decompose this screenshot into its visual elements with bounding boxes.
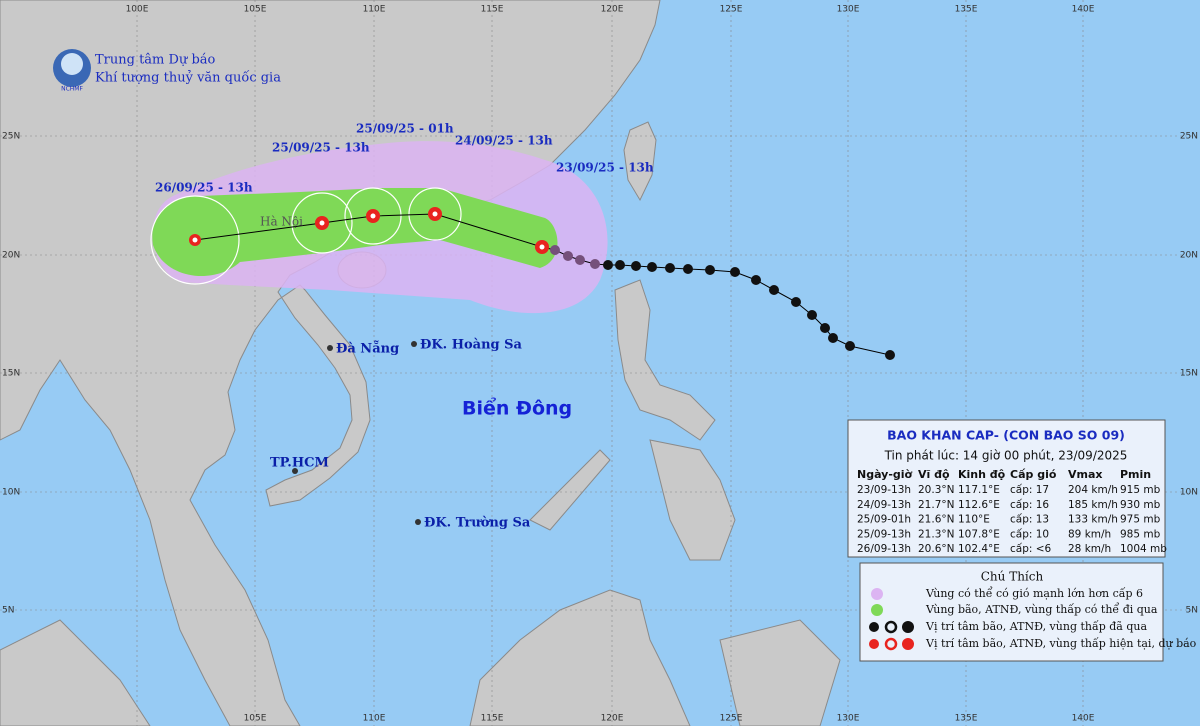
sea-label: Biển Đông xyxy=(462,397,572,420)
org-name: Trung tâm Dự báo xyxy=(95,53,216,68)
table-cell: 117.1°E xyxy=(958,484,1000,496)
lon-label: 125E xyxy=(720,714,743,724)
bulletin-box xyxy=(847,419,1166,558)
lat-label: 20N xyxy=(2,251,20,261)
place-label: Hà Nội xyxy=(260,215,303,229)
legend-icons xyxy=(869,588,914,651)
table-cell: 20.3°N xyxy=(918,484,954,496)
table-cell: 25/09-13h xyxy=(857,528,911,540)
forecast-time: 26/09/25 - 13h xyxy=(155,181,253,195)
table-cell: cấp: 13 xyxy=(1010,514,1049,526)
table-cell: 185 km/h xyxy=(1068,499,1118,511)
legend-item: Vị trí tâm bão, ATNĐ, vùng thấp hiện tại… xyxy=(925,637,1197,650)
table-cell: 204 km/h xyxy=(1068,484,1118,496)
table-cell: 25/09-01h xyxy=(857,514,911,526)
place-label: ĐK. Hoàng Sa xyxy=(420,338,523,353)
table-cell: 1004 mb xyxy=(1120,543,1167,555)
table-cell: 21.6°N xyxy=(918,514,954,526)
lon-label: 135E xyxy=(955,714,978,724)
lat-label: 10N xyxy=(2,488,20,498)
lon-label: 140E xyxy=(1072,5,1095,15)
table-cell: 89 km/h xyxy=(1068,528,1111,540)
table-cell: 915 mb xyxy=(1120,484,1161,496)
table-cell: cấp: 17 xyxy=(1010,484,1049,496)
recent-positions xyxy=(550,245,600,269)
table-header: Vĩ độ xyxy=(918,468,950,481)
lon-label: 105E xyxy=(244,5,267,15)
lat-label: 25N xyxy=(2,132,20,142)
table-header: Cấp gió xyxy=(1010,468,1057,481)
table-cell: 102.4°E xyxy=(958,543,1000,555)
table-header: Kinh độ xyxy=(958,468,1006,481)
table-cell: 21.7°N xyxy=(918,499,954,511)
legend-item: Vùng bão, ATNĐ, vùng thấp có thể đi qua xyxy=(925,602,1158,616)
uncertainty-circles xyxy=(150,187,462,285)
bulletin-title: BAO KHAN CAP- (CON BAO SO 09) xyxy=(887,428,1125,443)
table-cell: 23/09-13h xyxy=(857,484,911,496)
logo: NCHMF xyxy=(53,49,91,93)
bulletin-table: Ngày-giờ Vĩ độ Kinh độ Cấp gió Vmax Pmin 23/09… xyxy=(857,468,1167,555)
table-cell: 110°E xyxy=(958,514,990,526)
table-cell: 20.6°N xyxy=(918,543,954,555)
lon-label: 135E xyxy=(955,5,978,15)
table-cell: 930 mb xyxy=(1120,499,1161,511)
storm-zone xyxy=(152,188,558,277)
table-cell: 28 km/h xyxy=(1068,543,1111,555)
forecast-time: 24/09/25 - 13h xyxy=(455,134,553,148)
lon-label: 110E xyxy=(363,714,386,724)
table-cell: 24/09-13h xyxy=(857,499,911,511)
lat-label: 15N xyxy=(1180,369,1198,379)
table-cell: 985 mb xyxy=(1120,528,1161,540)
table-cell: 21.3°N xyxy=(918,528,954,540)
lat-label: 15N xyxy=(2,369,20,379)
forecast-time: 23/09/25 - 13h xyxy=(556,161,654,175)
legend-item: Vùng có thể có gió mạnh lớn hơn cấp 6 xyxy=(925,586,1143,600)
lat-label: 10N xyxy=(1180,488,1198,498)
place-label: Đà Nẵng xyxy=(336,341,399,357)
table-cell: 133 km/h xyxy=(1068,514,1118,526)
lon-label: 140E xyxy=(1072,714,1095,724)
lon-label: 120E xyxy=(601,5,624,15)
lat-label: 20N xyxy=(1180,251,1198,261)
lon-label: 115E xyxy=(481,5,504,15)
table-cell: 26/09-13h xyxy=(857,543,911,555)
table-cell: 112.6°E xyxy=(958,499,1000,511)
lat-label: 5N xyxy=(1186,606,1198,616)
lon-label: 120E xyxy=(601,714,624,724)
lon-label: 110E xyxy=(363,5,386,15)
place-dots xyxy=(292,341,421,525)
lat-label: 5N xyxy=(2,606,14,616)
bulletin-issued: Tin phát lúc: 14 giờ 00 phút, 23/09/2025 xyxy=(884,449,1128,463)
table-header: Pmin xyxy=(1120,468,1151,481)
table-header: Vmax xyxy=(1068,468,1103,481)
place-label: TP.HCM xyxy=(270,456,329,471)
lon-label: 105E xyxy=(244,714,267,724)
past-positions xyxy=(603,260,895,360)
table-header: Ngày-giờ xyxy=(857,468,913,481)
table-cell: 975 mb xyxy=(1120,514,1161,526)
legend-item: Vị trí tâm bão, ATNĐ, vùng thấp đã qua xyxy=(925,620,1147,633)
org-name: Khí tượng thuỷ văn quốc gia xyxy=(95,70,281,86)
lon-label: 100E xyxy=(126,5,149,15)
lon-label: 130E xyxy=(837,714,860,724)
forecast-time: 25/09/25 - 01h xyxy=(356,122,454,136)
table-cell: 107.8°E xyxy=(958,528,1000,540)
table-cell: cấp: 16 xyxy=(1010,499,1049,511)
lat-label: 25N xyxy=(1180,132,1198,142)
forecast-time: 25/09/25 - 13h xyxy=(272,141,370,155)
place-label: ĐK. Trường Sa xyxy=(424,516,531,531)
legend-title: Chú Thích xyxy=(981,570,1044,584)
forecast-positions xyxy=(189,207,549,254)
lon-label: 115E xyxy=(481,714,504,724)
table-cell: cấp: 10 xyxy=(1010,528,1049,540)
logo-text: NCHMF xyxy=(61,86,83,93)
lon-label: 125E xyxy=(720,5,743,15)
coordinate-labels: 100E 105E 105E 110E 110E 115E 115E 120E 120E 125E… xyxy=(2,5,1198,724)
lon-label: 130E xyxy=(837,5,860,15)
table-cell: cấp: <6 xyxy=(1010,543,1052,555)
